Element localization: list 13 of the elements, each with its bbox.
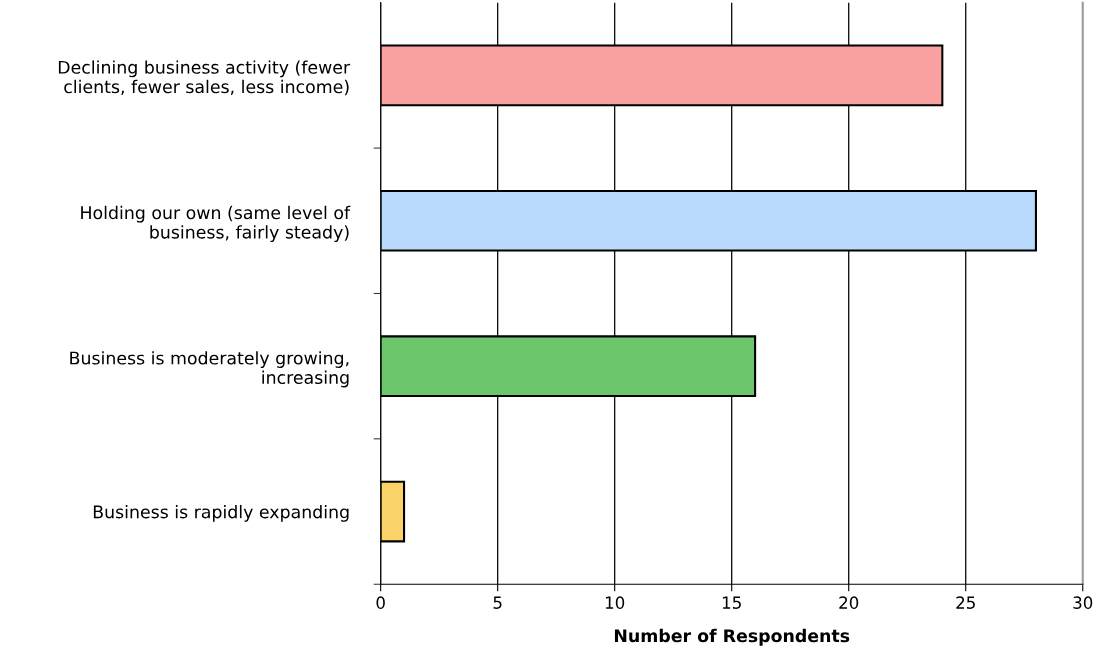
x-tick-label: 10 <box>605 596 625 609</box>
x-tick-label: 30 <box>1073 596 1093 609</box>
y-tick-label: Business is rapidly expanding <box>93 504 349 522</box>
x-axis-title: Number of Respondents <box>614 628 850 646</box>
y-tick-label: Holding our own (same level of business, fairly steady) <box>81 205 351 243</box>
y-tick-label: Business is moderately growing, increasing <box>70 351 349 388</box>
x-tick-label: 5 <box>493 596 502 609</box>
bar <box>380 480 406 543</box>
x-tick-label: 0 <box>376 596 385 609</box>
x-tick-label: 20 <box>839 596 859 609</box>
x-tick-label: 15 <box>722 596 741 609</box>
x-tick-label: 25 <box>956 596 975 609</box>
y-tick-label: Declining business activity (fewer clients, fewer sales, less income) <box>58 60 351 96</box>
